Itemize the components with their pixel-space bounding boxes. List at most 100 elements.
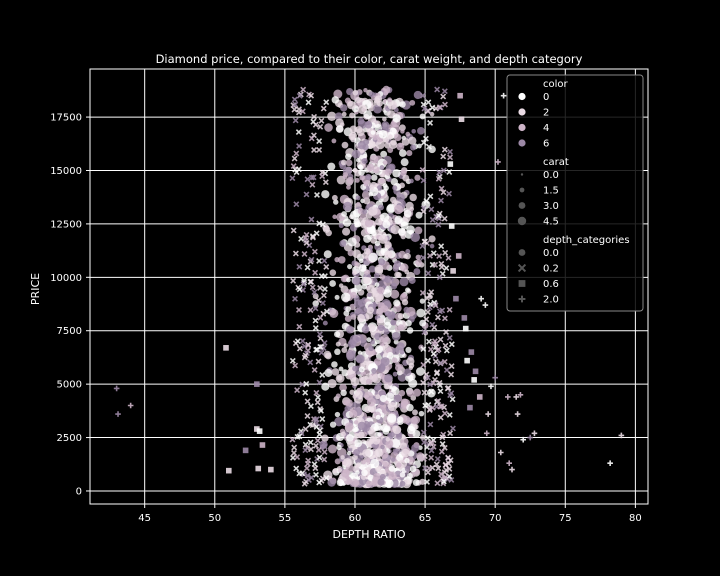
data-point — [316, 138, 323, 145]
data-point — [351, 149, 361, 159]
legend-carat-swatch — [519, 187, 525, 193]
data-points — [113, 85, 625, 489]
data-point — [308, 216, 315, 223]
data-point — [355, 126, 363, 134]
data-point — [375, 140, 385, 150]
data-point — [315, 394, 321, 401]
data-point — [353, 448, 361, 456]
data-point — [302, 234, 309, 241]
data-point — [316, 379, 323, 386]
data-point — [391, 357, 398, 364]
data-point — [441, 358, 448, 365]
data-point — [385, 440, 394, 448]
data-point — [476, 394, 483, 400]
data-point — [327, 162, 336, 171]
data-point — [346, 176, 354, 185]
data-point — [301, 480, 308, 487]
data-point — [437, 388, 444, 395]
data-point — [294, 387, 301, 394]
data-point — [408, 362, 415, 369]
data-point — [312, 269, 319, 276]
data-point — [488, 383, 494, 390]
data-point — [309, 233, 316, 240]
data-point — [357, 431, 365, 439]
data-point — [399, 277, 409, 287]
data-point — [411, 129, 416, 134]
data-point — [447, 154, 454, 161]
data-point — [396, 416, 404, 423]
data-point — [449, 396, 456, 403]
data-point — [448, 363, 455, 370]
data-point — [390, 196, 397, 204]
data-point — [344, 422, 354, 431]
data-point — [342, 172, 349, 178]
data-point — [370, 458, 380, 468]
data-point — [299, 108, 306, 115]
data-point — [340, 431, 346, 437]
legend-depth-title: depth_categories — [543, 235, 630, 246]
data-point — [223, 345, 229, 351]
legend-color-title: color — [543, 79, 569, 90]
data-point — [347, 440, 355, 449]
data-point — [324, 352, 332, 360]
data-point — [378, 204, 384, 211]
x-tick-label: 60 — [349, 513, 362, 524]
data-point — [368, 206, 378, 216]
data-point — [346, 450, 352, 456]
data-point — [302, 447, 309, 454]
data-point — [334, 294, 340, 300]
data-point — [434, 86, 441, 93]
data-point — [340, 389, 347, 397]
data-point — [425, 99, 432, 106]
data-point — [440, 167, 447, 174]
data-point — [492, 374, 498, 381]
data-point — [327, 444, 337, 454]
data-point — [357, 298, 366, 307]
data-point — [296, 143, 303, 150]
data-point — [364, 219, 374, 228]
data-point — [354, 221, 362, 228]
data-point — [321, 456, 328, 463]
data-point — [421, 105, 428, 112]
data-point — [311, 366, 318, 373]
data-point — [292, 295, 298, 302]
data-point — [311, 461, 318, 468]
data-point — [314, 399, 321, 406]
data-point — [420, 434, 426, 441]
legend-depth-swatch — [518, 280, 526, 287]
data-point — [365, 173, 372, 181]
data-point — [379, 341, 385, 347]
data-point — [331, 361, 338, 368]
data-point — [305, 99, 312, 106]
data-point — [439, 307, 446, 314]
data-point — [320, 310, 327, 317]
data-point — [437, 414, 444, 421]
data-point — [445, 384, 452, 391]
data-point — [430, 250, 437, 257]
legend-color-swatch — [518, 108, 526, 116]
data-point — [362, 449, 371, 458]
data-point — [387, 100, 398, 110]
data-point — [419, 113, 426, 120]
data-point — [374, 95, 383, 103]
data-point — [361, 283, 368, 290]
data-point — [453, 295, 459, 302]
data-point — [308, 92, 315, 99]
data-point — [435, 212, 442, 219]
data-point — [331, 138, 337, 144]
data-point — [372, 135, 378, 141]
data-point — [256, 428, 263, 434]
data-point — [374, 282, 380, 287]
data-point — [342, 457, 352, 467]
data-point — [345, 434, 354, 442]
data-point — [384, 241, 392, 249]
data-point — [409, 178, 414, 184]
data-point — [467, 404, 473, 411]
data-point — [471, 377, 477, 383]
data-point — [413, 268, 421, 276]
data-point — [321, 273, 328, 280]
data-point — [352, 270, 358, 276]
data-point — [242, 447, 249, 454]
data-point — [438, 403, 445, 410]
